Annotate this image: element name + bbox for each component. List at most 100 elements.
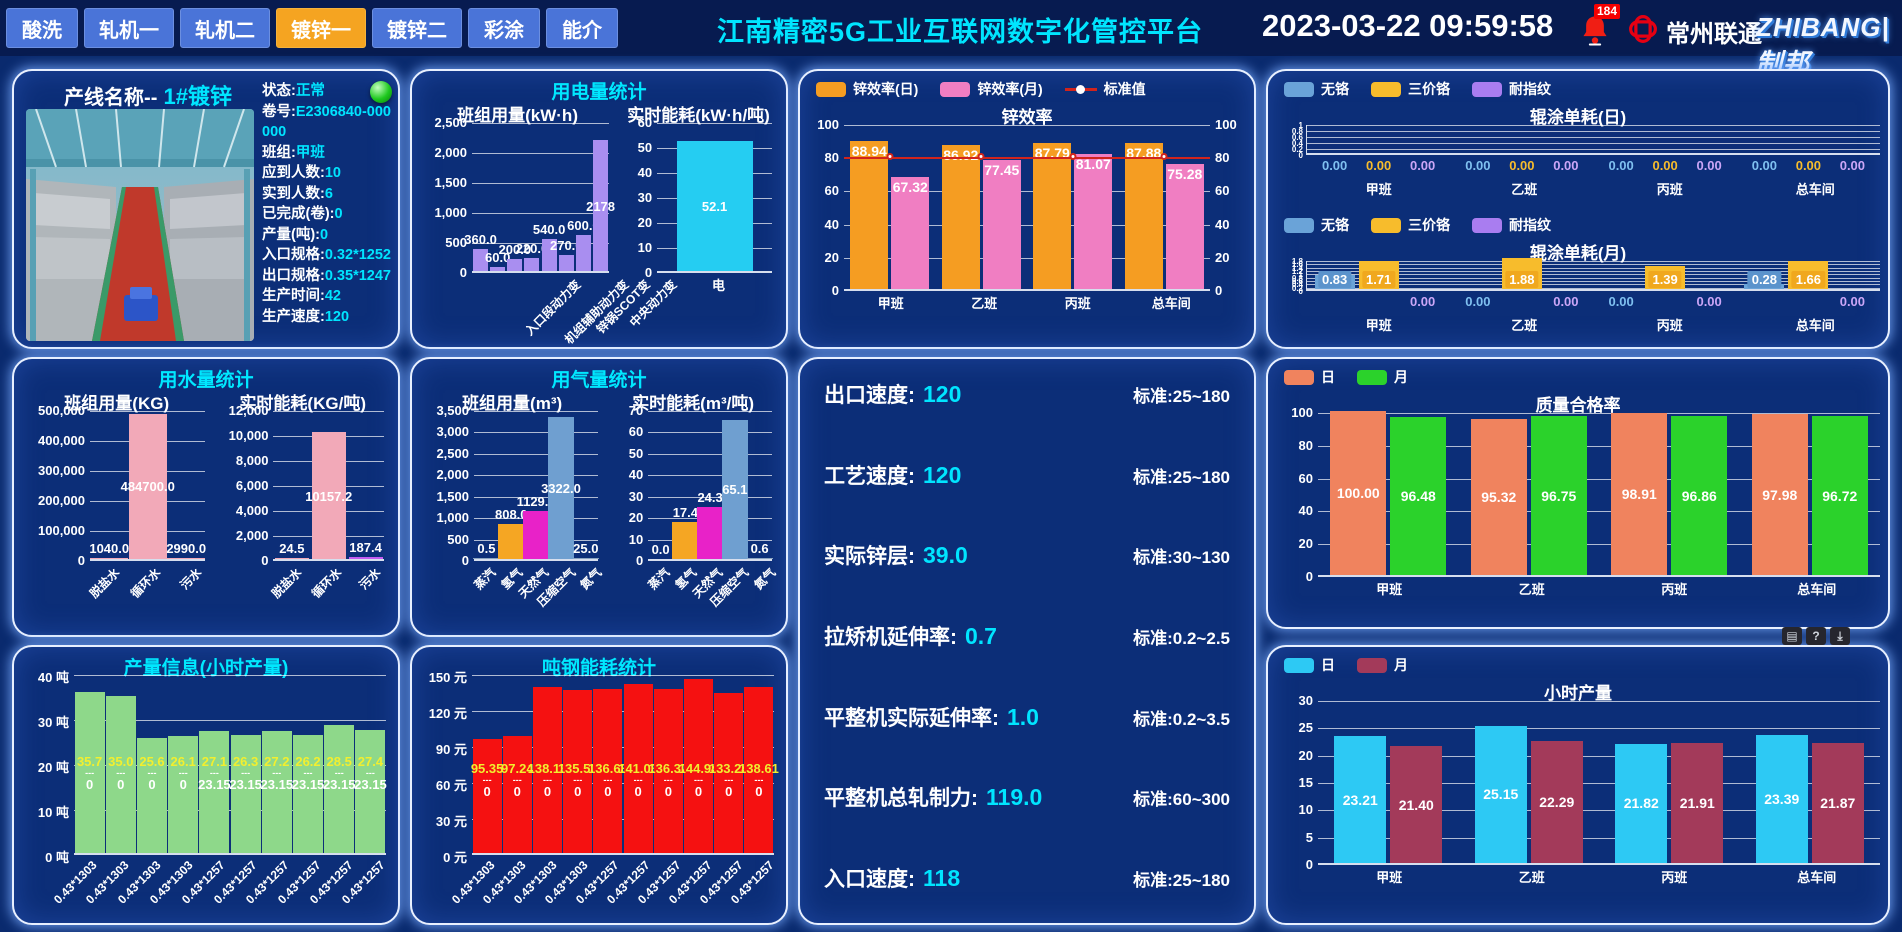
- help-icon[interactable]: ?: [1806, 627, 1826, 645]
- legend-item[interactable]: 耐指纹: [1472, 215, 1551, 235]
- nav-tab-轧机二[interactable]: 轧机二: [180, 8, 270, 48]
- legend-item[interactable]: 锌效率(日): [816, 79, 918, 99]
- bar: [1671, 743, 1724, 863]
- data-view-icon[interactable]: ▤: [1782, 627, 1802, 645]
- bar-label: 484700.0: [120, 479, 175, 495]
- alarm-bell-icon[interactable]: 184: [1580, 4, 1621, 48]
- chart-title: 班组用量(KG): [64, 394, 170, 413]
- line-title-name: 1#镀锌: [157, 84, 232, 109]
- x-axis: 脱盐水 循环水 污水: [86, 565, 205, 601]
- bar-label: 270.0: [549, 237, 583, 253]
- bar-label: 0.00: [1751, 158, 1778, 173]
- datetime: 2023-03-22 09:59:58: [1262, 8, 1554, 43]
- panel-quality: 日月质量合格率 100 80 60 40 20 0 100.00 96.48 95.32 96.75…: [1266, 357, 1890, 629]
- reference-dot: [977, 153, 985, 161]
- bar: [547, 416, 574, 559]
- bar-label: 360.0: [464, 232, 497, 248]
- bar-label: 0.00: [1509, 158, 1535, 173]
- bar: [1474, 725, 1527, 863]
- bar: [623, 683, 653, 853]
- bar: [714, 693, 744, 853]
- bar-label: 23.39: [1764, 791, 1800, 808]
- plot-area: 0.00 0.00 0.00 0.00 0.00 0.00 0.00 0.00 0.00 0.00…: [1306, 125, 1880, 173]
- legend-item[interactable]: 无铬: [1284, 215, 1349, 235]
- legend-label: 日: [1321, 657, 1335, 673]
- bar: [572, 557, 599, 559]
- bar: [697, 506, 724, 559]
- legend-item[interactable]: 月: [1357, 367, 1408, 387]
- nav-tab-能介[interactable]: 能介: [546, 8, 618, 48]
- y-axis: 12,000 10,000 8,000 6,000 4,000 2,000 0: [228, 403, 269, 568]
- line-title-prefix: 产线名称--: [64, 87, 158, 109]
- reference-line: [844, 157, 1210, 160]
- legend-item[interactable]: 三价铬: [1371, 215, 1450, 235]
- download-icon[interactable]: ⤓: [1830, 627, 1850, 645]
- x-axis: 脱盐水 循环水 污水: [269, 565, 384, 601]
- bar-label: 0.00: [1553, 294, 1579, 309]
- chart-title: 小时产量: [1544, 684, 1612, 703]
- legend-item[interactable]: 无铬: [1284, 79, 1349, 99]
- bar: [684, 679, 714, 853]
- nav-tab-镀锌一[interactable]: 镀锌一: [276, 8, 366, 48]
- legend-swatch: [1371, 217, 1401, 233]
- legend-item[interactable]: 日: [1284, 655, 1335, 675]
- line-info-field: 入口规格:0.32*1252: [262, 247, 391, 263]
- line-info-field: 出口规格:0.35*1247: [262, 267, 391, 284]
- chart-water-group: 班组用量(KG) 500,000 400,000 300,000 200,000 100,…: [20, 387, 213, 613]
- bar-label: 25.0: [573, 540, 599, 556]
- bar: [1334, 736, 1387, 863]
- plot-area: 0.83 1.71 0.00 0.00 1.88 0.00 0.00 1.39 0.00 0.28…: [1306, 257, 1880, 309]
- bar: [230, 734, 261, 853]
- legend-item[interactable]: 月: [1357, 655, 1408, 675]
- legend-swatch: [1284, 217, 1314, 233]
- line-info-field: 产量(吨):0: [262, 226, 329, 243]
- legend-item[interactable]: 日: [1284, 367, 1335, 387]
- legend-label: 锌效率(月): [977, 81, 1043, 97]
- bar-label: 25.15: [1483, 786, 1519, 803]
- line-info-field: 应到人数:10: [262, 165, 341, 181]
- nav-tab-镀锌二[interactable]: 镀锌二: [372, 8, 462, 48]
- x-axis: 0.43*1303 0.43*1303 0.43*1303 0.43*1303 0.43…: [51, 858, 388, 907]
- legend-item[interactable]: 耐指纹: [1472, 79, 1551, 99]
- line-info-field: 班组:甲班: [262, 144, 325, 161]
- bar-label: 136.63 --- 0: [588, 761, 628, 800]
- bar: [1074, 154, 1113, 289]
- bar-label: 81.07: [1075, 156, 1111, 173]
- bar-label: 0.00: [1608, 158, 1634, 173]
- factory-photo: [26, 109, 254, 341]
- legend-item[interactable]: 锌效率(月): [940, 79, 1043, 99]
- bar: [472, 738, 502, 853]
- line-title: 产线名称-- 1#镀锌: [28, 79, 268, 111]
- bar-label: 17.4: [672, 504, 699, 520]
- nav-tab-轧机一[interactable]: 轧机一: [84, 8, 174, 48]
- bar: [524, 257, 540, 271]
- nav-tab-彩涂[interactable]: 彩涂: [468, 8, 540, 48]
- bar-label: 97.24 --- 0: [501, 761, 534, 800]
- bar-label: 22.29: [1539, 794, 1575, 811]
- x-axis: 蒸汽 氢气 天然气 压缩空气 氮气: [471, 565, 605, 610]
- line-info-field: 实到人数:6: [262, 185, 333, 202]
- bar-label: 0.00: [1365, 158, 1392, 173]
- bar-label: 0.00: [1652, 158, 1678, 173]
- legend-swatch: [1371, 81, 1401, 97]
- y-axis: 1.8 1.6 1.4 1.2 1 0.8 0.6 0.4 0.2 0: [1291, 257, 1303, 296]
- bar: [90, 558, 129, 559]
- y-axis: 30 25 20 15 10 5 0: [1298, 693, 1313, 872]
- bar: [355, 729, 386, 853]
- bar: [498, 524, 525, 559]
- legend-label: 耐指纹: [1509, 81, 1551, 97]
- bar-label: 21.87: [1820, 795, 1856, 812]
- nav-tab-酸洗[interactable]: 酸洗: [6, 8, 78, 48]
- bar: [1811, 416, 1868, 575]
- legend-item[interactable]: 三价铬: [1371, 79, 1450, 99]
- legend-item[interactable]: 标准值: [1064, 79, 1146, 99]
- legend-label: 耐指纹: [1509, 217, 1551, 233]
- legend-swatch: [1284, 657, 1314, 673]
- chart-legend: 日月: [1268, 647, 1888, 677]
- bar-label: 136.37 --- 0: [648, 761, 689, 800]
- reference-dot: [886, 153, 894, 161]
